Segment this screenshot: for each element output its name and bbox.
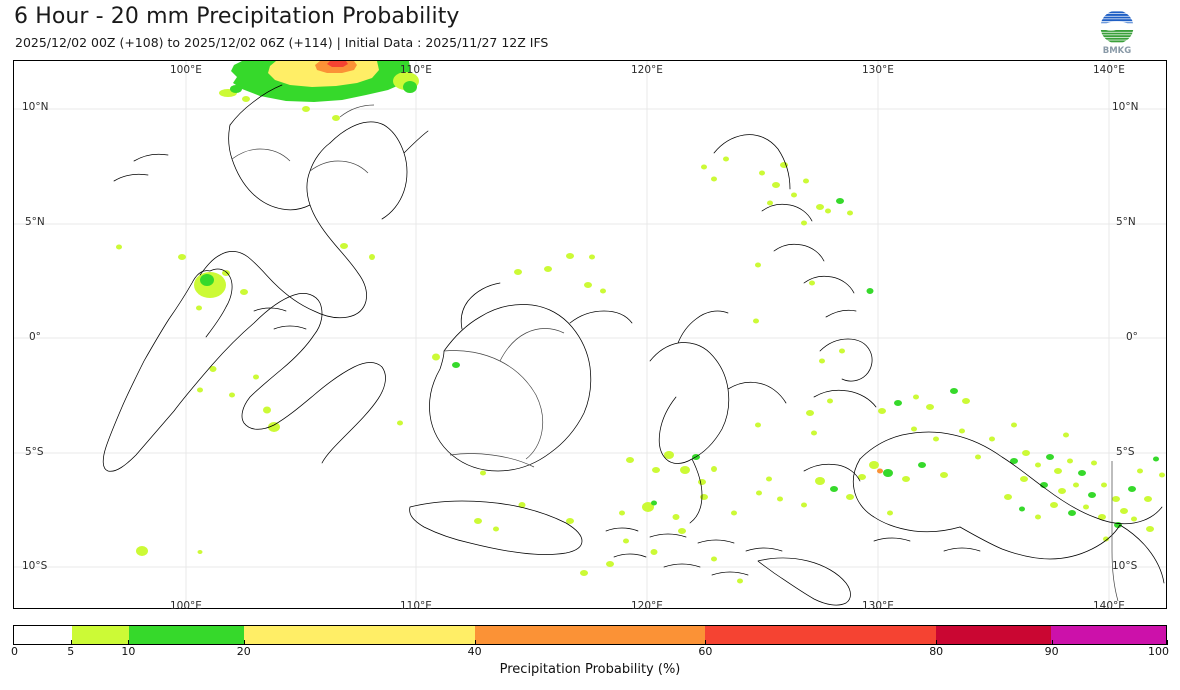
- axis-label-lon-top-130e: 130°E: [862, 64, 894, 76]
- axis-label-lon-top-120e: 120°E: [631, 64, 663, 76]
- colorbar-segment-20-40: [244, 626, 475, 644]
- map-canvas: [14, 61, 1166, 608]
- colorbar-segment-80-90: [935, 626, 1051, 644]
- axis-label-lat-right-5s: 5°S: [1116, 446, 1135, 458]
- colorbar-tickmark-20: [243, 640, 245, 645]
- axis-label-lat-left-10s: 10°S: [22, 560, 48, 572]
- colorbar-tick-20: 20: [236, 645, 251, 658]
- coastlines: [102, 84, 1165, 606]
- colorbar-tick-60: 60: [698, 645, 713, 658]
- axis-label-lat-right-0: 0°: [1126, 331, 1138, 343]
- axis-label-lat-right-5n: 5°N: [1116, 216, 1136, 228]
- colorbar-segment-90-100: [1050, 626, 1167, 644]
- colorbar-tick-40: 40: [467, 645, 482, 658]
- country-borders: [231, 104, 1119, 602]
- precip-region-vietnam: [219, 61, 419, 121]
- page-title: 6 Hour - 20 mm Precipitation Probability: [14, 4, 460, 29]
- axis-label-lat-right-10n: 10°N: [1112, 101, 1139, 113]
- bmkg-logo-text: BMKG: [1103, 46, 1132, 56]
- map-gridlines: [14, 61, 1166, 608]
- colorbar-segment-60-80: [705, 626, 936, 644]
- colorbar[interactable]: [13, 625, 1167, 645]
- precip-region-sumatra: [116, 244, 280, 556]
- precip-region-central: [340, 156, 874, 584]
- colorbar-segment-0-5: [14, 626, 72, 644]
- axis-label-lon-bottom-100e: 100°E: [170, 600, 202, 612]
- axis-label-lon-top-110e: 110°E: [400, 64, 432, 76]
- axis-label-lat-left-10n: 10°N: [22, 101, 49, 113]
- colorbar-tickmark-100: [1167, 640, 1168, 645]
- colorbar-tickmark-60: [705, 640, 707, 645]
- axis-label-lon-top-100e: 100°E: [170, 64, 202, 76]
- axis-label-lon-bottom-110e: 110°E: [400, 600, 432, 612]
- colorbar-tickmark-80: [936, 640, 938, 645]
- colorbar-segment-10-20: [129, 626, 245, 644]
- colorbar-tick-80: 80: [929, 645, 944, 658]
- colorbar-segment-5-10: [71, 626, 130, 644]
- axis-label-lat-left-0: 0°: [29, 331, 41, 343]
- bmkg-logo-icon: BMKG: [1100, 10, 1134, 56]
- colorbar-tickmark-5: [70, 640, 72, 645]
- colorbar-segment-40-60: [474, 626, 706, 644]
- axis-label-lon-bottom-130e: 130°E: [862, 600, 894, 612]
- map-svg: [14, 61, 1166, 608]
- colorbar-tick-0: 0: [11, 645, 18, 658]
- colorbar-tickmark-0: [13, 640, 14, 645]
- colorbar-tickmark-40: [474, 640, 476, 645]
- axis-label-lon-bottom-140e: 140°E: [1093, 600, 1125, 612]
- colorbar-ticks: 0 5 10 20 40 60 80 90 100: [0, 640, 1180, 661]
- colorbar-tick-90: 90: [1044, 645, 1059, 658]
- precip-region-papua: [801, 388, 1165, 542]
- axis-label-lat-left-5n: 5°N: [25, 216, 45, 228]
- colorbar-tickmark-90: [1051, 640, 1053, 645]
- colorbar-tick-100: 100: [1148, 645, 1169, 658]
- page-subtitle: 2025/12/02 00Z (+108) to 2025/12/02 06Z …: [15, 35, 549, 50]
- map-panel[interactable]: [13, 60, 1167, 609]
- colorbar-tick-10: 10: [121, 645, 136, 658]
- axis-label-lon-bottom-120e: 120°E: [631, 600, 663, 612]
- colorbar-label: Precipitation Probability (%): [499, 662, 681, 677]
- axis-label-lon-top-140e: 140°E: [1093, 64, 1125, 76]
- axis-label-lat-right-10s: 10°S: [1112, 560, 1138, 572]
- bmkg-logo: BMKG: [1086, 8, 1148, 56]
- colorbar-tickmark-10: [128, 640, 130, 645]
- axis-label-lat-left-5s: 5°S: [25, 446, 44, 458]
- colorbar-tick-5: 5: [67, 645, 75, 658]
